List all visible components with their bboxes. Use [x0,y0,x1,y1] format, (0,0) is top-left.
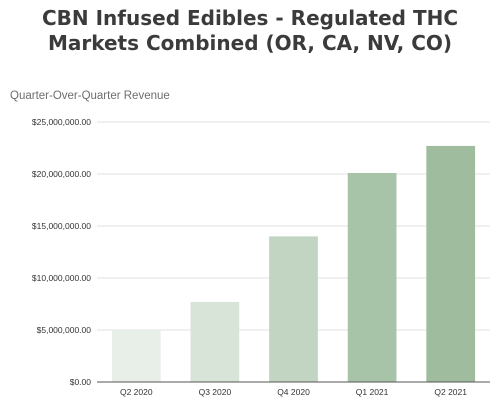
bar [426,145,476,382]
chart-area: Quarter-Over-Quarter Revenue $0.00 $5,000… [0,82,500,403]
y-tick-label: $0.00 [70,377,92,387]
x-tick-label: Q1 2021 [356,387,389,397]
chart-subtitle: Quarter-Over-Quarter Revenue [10,90,170,102]
x-tick-label: Q2 2021 [434,387,467,397]
chart-title-line-1: CBN Infused Edibles - Regulated THC [41,6,459,30]
x-tick-label: Q2 2020 [120,387,153,397]
bar-chart: $0.00 $5,000,000.00 $10,000,000.00 $15,000,… [32,117,490,397]
chart-title: CBN Infused Edibles - Regulated THC Mark… [0,6,500,56]
x-tick-label: Q3 2020 [199,387,232,397]
y-tick-label: $10,000,000.00 [32,273,91,283]
y-tick-label: $5,000,000.00 [37,325,92,335]
x-tick-label: Q4 2020 [277,387,310,397]
y-tick-label: $25,000,000.00 [32,117,91,127]
chart-title-line-2: Markets Combined (OR, CA, NV, CO) [47,31,453,55]
y-tick-label: $20,000,000.00 [32,169,91,179]
y-tick-label: $15,000,000.00 [32,221,91,231]
bar [111,330,161,382]
bar [269,236,318,382]
bar [347,172,397,382]
bar [190,301,240,382]
